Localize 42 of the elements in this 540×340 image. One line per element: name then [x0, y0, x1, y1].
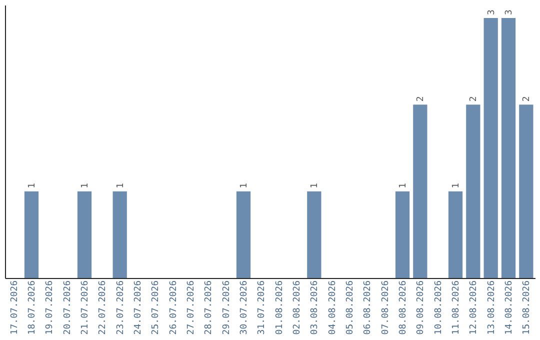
data-label: 1	[398, 182, 408, 188]
x-tick-label: 05.08.2026	[346, 280, 356, 335]
data-label: 2	[416, 96, 426, 102]
x-tick-label: 04.08.2026	[328, 280, 338, 335]
x-tick-label: 23.07.2026	[116, 280, 126, 335]
data-label: 3	[486, 10, 497, 15]
x-tick-label: 21.07.2026	[80, 280, 90, 335]
data-label: 2	[469, 96, 480, 102]
x-tick-label: 10.08.2026	[434, 280, 444, 335]
x-tick-label: 18.07.2026	[28, 280, 38, 335]
x-tick-label: 25.07.2026	[151, 280, 162, 335]
data-label: 1	[28, 182, 38, 188]
x-tick-label: 02.08.2026	[292, 280, 302, 335]
x-tick-label: 15.08.2026	[522, 280, 532, 335]
data-label: 1	[116, 182, 126, 188]
data-label: 1	[452, 182, 462, 188]
data-label: 1	[310, 182, 320, 188]
x-tick-label: 08.08.2026	[398, 280, 408, 335]
x-tick-label: 30.07.2026	[240, 280, 250, 335]
data-label: 3	[504, 10, 514, 15]
x-tick-label: 29.07.2026	[222, 280, 232, 335]
data-label: 1	[240, 182, 250, 188]
x-tick-label: 07.08.2026	[380, 280, 391, 335]
x-tick-label: 12.08.2026	[469, 280, 480, 335]
x-tick-label: 31.07.2026	[257, 280, 268, 335]
x-tick-label: 13.08.2026	[486, 280, 497, 335]
data-label: 1	[80, 182, 90, 188]
x-tick-label: 09.08.2026	[416, 280, 426, 335]
x-tick-label: 22.07.2026	[98, 280, 108, 335]
x-tick-label: 17.07.2026	[10, 280, 20, 335]
x-tick-label: 27.07.2026	[186, 280, 196, 335]
x-tick-label: 20.07.2026	[62, 280, 73, 335]
x-tick-label: 26.07.2026	[168, 280, 179, 335]
x-tick-label: 28.07.2026	[204, 280, 214, 335]
x-tick-label: 19.07.2026	[45, 280, 56, 335]
x-tick-label: 14.08.2026	[504, 280, 514, 335]
x-tick-label: 11.08.2026	[452, 280, 462, 335]
data-label: 2	[522, 96, 532, 102]
x-tick-label: 24.07.2026	[134, 280, 144, 335]
x-tick-label: 03.08.2026	[310, 280, 320, 335]
x-tick-label: 06.08.2026	[363, 280, 374, 335]
x-tick-label: 01.08.2026	[274, 280, 285, 335]
